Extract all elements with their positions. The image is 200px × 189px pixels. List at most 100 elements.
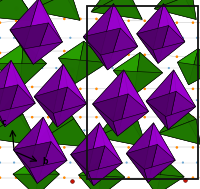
Point — [14, 176, 18, 179]
Polygon shape — [24, 42, 62, 64]
Point — [14, 131, 18, 134]
Point — [14, 19, 18, 22]
Polygon shape — [13, 174, 59, 189]
Point — [180, 67, 184, 70]
Polygon shape — [116, 0, 141, 19]
Polygon shape — [91, 0, 141, 19]
Point — [94, 51, 98, 54]
Polygon shape — [145, 70, 173, 117]
Point — [78, 17, 82, 20]
Point — [40, 161, 44, 164]
Point — [174, 146, 178, 149]
Bar — [87, 6, 197, 179]
Point — [40, 99, 44, 102]
Point — [46, 50, 50, 53]
Point — [12, 99, 16, 102]
Point — [180, 161, 184, 164]
Point — [0, 161, 2, 164]
Polygon shape — [176, 0, 195, 19]
Point — [110, 176, 114, 179]
Point — [70, 180, 74, 183]
Polygon shape — [13, 156, 39, 189]
Point — [166, 36, 170, 39]
Polygon shape — [126, 144, 157, 182]
Polygon shape — [113, 70, 162, 95]
Polygon shape — [158, 119, 199, 144]
Point — [30, 116, 34, 119]
Point — [0, 85, 2, 88]
Point — [194, 129, 198, 132]
Point — [46, 176, 50, 179]
Polygon shape — [33, 23, 62, 64]
Polygon shape — [177, 62, 200, 85]
Point — [78, 176, 82, 179]
Polygon shape — [99, 123, 122, 163]
Point — [46, 85, 50, 88]
Point — [0, 116, 2, 119]
Point — [62, 50, 66, 53]
Point — [174, 87, 178, 90]
Polygon shape — [165, 70, 195, 117]
Polygon shape — [165, 107, 195, 129]
Polygon shape — [53, 104, 86, 127]
Point — [152, 129, 156, 132]
Point — [158, 146, 162, 149]
Polygon shape — [0, 43, 23, 88]
Polygon shape — [0, 0, 36, 22]
Point — [174, 55, 178, 58]
Polygon shape — [141, 158, 183, 177]
Polygon shape — [136, 34, 157, 63]
Point — [198, 36, 200, 39]
Point — [138, 99, 142, 102]
Polygon shape — [158, 107, 195, 134]
Point — [180, 99, 184, 102]
Point — [180, 36, 184, 39]
Point — [152, 67, 156, 70]
Point — [166, 99, 170, 102]
Point — [54, 99, 58, 102]
Polygon shape — [29, 117, 67, 168]
Polygon shape — [100, 4, 137, 55]
Polygon shape — [13, 156, 59, 174]
Polygon shape — [29, 160, 67, 183]
Point — [152, 36, 156, 39]
Polygon shape — [163, 4, 184, 42]
Polygon shape — [126, 153, 147, 182]
Point — [174, 21, 178, 24]
Point — [194, 161, 198, 164]
Point — [62, 146, 66, 149]
Point — [138, 129, 142, 132]
Point — [0, 99, 2, 102]
Polygon shape — [143, 123, 174, 169]
Point — [46, 146, 50, 149]
Polygon shape — [70, 146, 104, 186]
Point — [190, 146, 194, 149]
Point — [82, 67, 86, 70]
Point — [166, 161, 170, 164]
Point — [82, 36, 86, 39]
Polygon shape — [34, 87, 67, 127]
Polygon shape — [173, 70, 195, 107]
Point — [12, 129, 16, 132]
Polygon shape — [177, 49, 200, 68]
Point — [142, 87, 146, 90]
Polygon shape — [180, 107, 199, 144]
Point — [142, 146, 146, 149]
Point — [110, 19, 114, 22]
Polygon shape — [70, 155, 93, 186]
Polygon shape — [0, 0, 36, 22]
Point — [0, 36, 2, 39]
Point — [174, 116, 178, 119]
Polygon shape — [177, 49, 197, 85]
Polygon shape — [92, 70, 127, 104]
Polygon shape — [113, 52, 139, 95]
Polygon shape — [96, 105, 136, 137]
Point — [142, 116, 146, 119]
Polygon shape — [24, 0, 62, 49]
Point — [166, 67, 170, 70]
Polygon shape — [96, 105, 146, 147]
Point — [138, 161, 142, 164]
Point — [194, 67, 198, 70]
Point — [122, 131, 126, 134]
Point — [126, 53, 130, 56]
